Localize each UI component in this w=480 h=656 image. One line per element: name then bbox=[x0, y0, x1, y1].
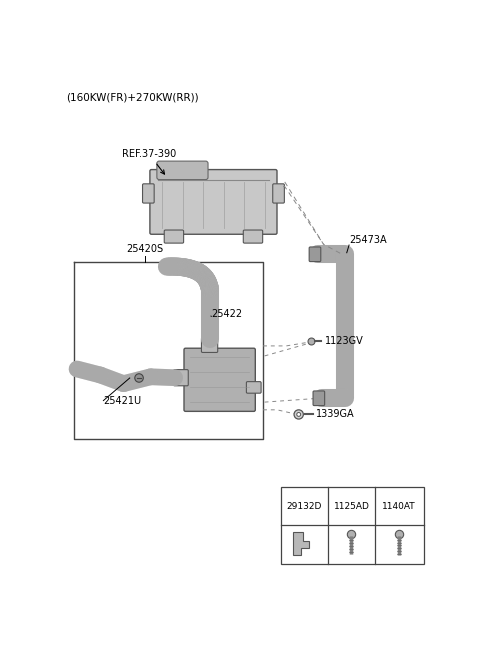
FancyBboxPatch shape bbox=[150, 170, 277, 234]
FancyBboxPatch shape bbox=[184, 348, 255, 411]
Text: 29132D: 29132D bbox=[287, 502, 322, 510]
Circle shape bbox=[135, 374, 144, 382]
Text: 1125AD: 1125AD bbox=[334, 502, 369, 510]
Text: (160KW(FR)+270KW(RR)): (160KW(FR)+270KW(RR)) bbox=[66, 92, 199, 102]
FancyBboxPatch shape bbox=[313, 391, 324, 405]
Text: 1339GA: 1339GA bbox=[316, 409, 354, 419]
Bar bbox=[281, 487, 424, 564]
Text: 25473A: 25473A bbox=[349, 235, 387, 245]
Text: REF.37-390: REF.37-390 bbox=[122, 149, 176, 174]
Text: 25420S: 25420S bbox=[127, 244, 164, 255]
FancyBboxPatch shape bbox=[164, 230, 184, 243]
Text: 25422: 25422 bbox=[211, 308, 242, 319]
Circle shape bbox=[294, 410, 303, 419]
Circle shape bbox=[297, 413, 300, 417]
Polygon shape bbox=[293, 532, 309, 556]
FancyBboxPatch shape bbox=[243, 230, 263, 243]
FancyBboxPatch shape bbox=[174, 369, 188, 386]
FancyBboxPatch shape bbox=[273, 184, 284, 203]
Text: 1140AT: 1140AT bbox=[382, 502, 416, 510]
FancyBboxPatch shape bbox=[246, 382, 261, 393]
FancyBboxPatch shape bbox=[202, 338, 218, 352]
Text: 25421U: 25421U bbox=[103, 396, 142, 405]
Text: 1123GV: 1123GV bbox=[325, 335, 364, 346]
FancyBboxPatch shape bbox=[143, 184, 154, 203]
FancyBboxPatch shape bbox=[157, 161, 208, 180]
FancyBboxPatch shape bbox=[309, 247, 321, 262]
